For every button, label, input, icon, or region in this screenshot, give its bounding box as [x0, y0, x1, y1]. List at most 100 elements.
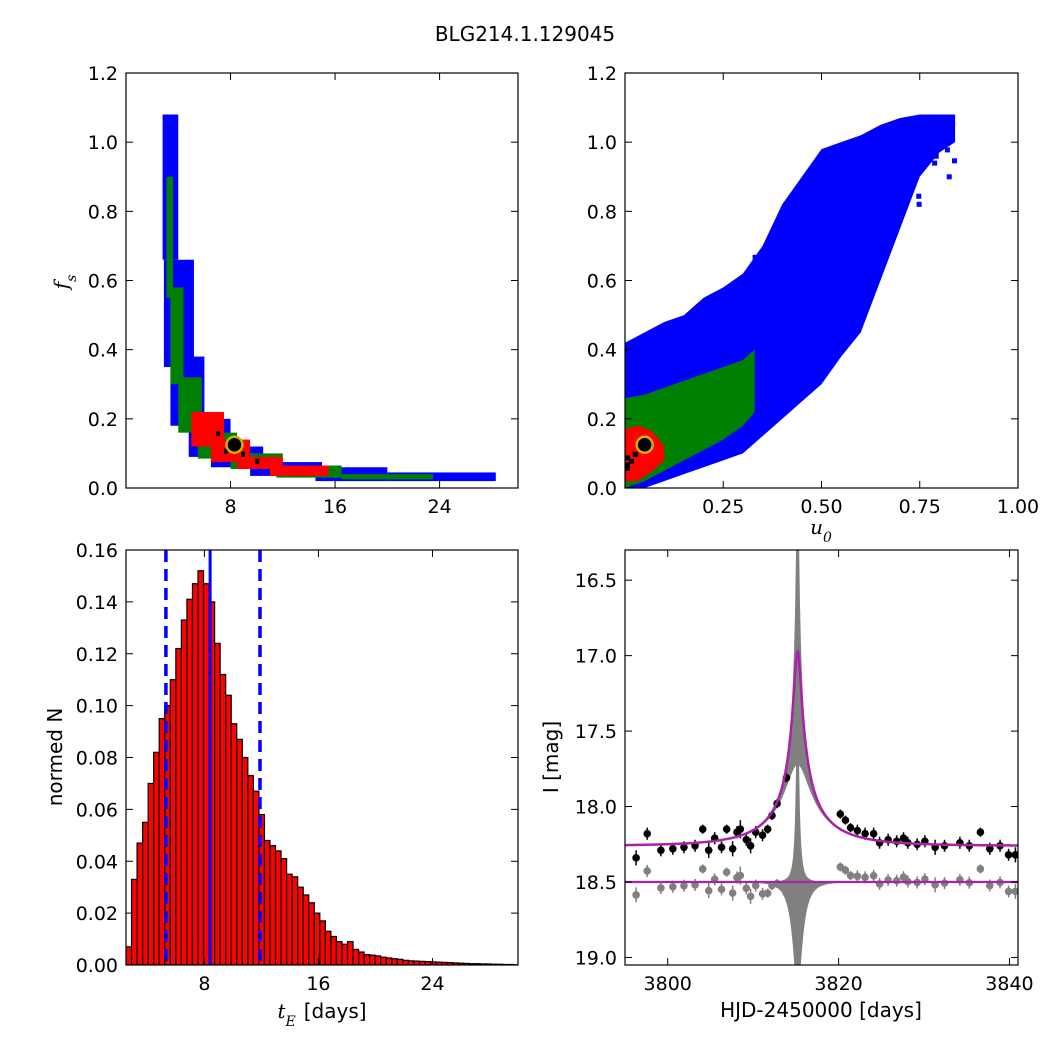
y-tick-label: 0.10 [76, 696, 118, 718]
histogram-bar [169, 679, 177, 965]
figure-title: BLG214.1.129045 [435, 22, 615, 46]
data-point [657, 846, 665, 855]
x-tick-label: 16 [323, 496, 347, 518]
data-point [976, 828, 985, 836]
y-tick-label: 0.8 [88, 201, 118, 223]
y-tick-label: 0.2 [587, 409, 617, 431]
histogram-bar [175, 647, 182, 965]
best-fit-point [225, 435, 244, 455]
blue-cell [756, 272, 762, 278]
data-point [1004, 851, 1013, 859]
histogram-bar [269, 845, 277, 965]
blue-cell [946, 174, 952, 180]
blue-cell [867, 168, 873, 174]
blue-cell [786, 289, 792, 295]
blue-cell [951, 158, 957, 164]
data-point [736, 825, 745, 833]
residual-point [846, 871, 855, 880]
blue-cell [905, 149, 911, 155]
data-point [869, 829, 878, 838]
histogram-bar [302, 894, 310, 965]
residual-point [742, 884, 751, 893]
x-tick-label: 1.00 [997, 496, 1039, 518]
blue-cell [933, 153, 939, 159]
black-cell [625, 462, 630, 468]
x-tick-label: 8 [224, 496, 236, 518]
histogram-bar [297, 886, 304, 965]
blue-cell [941, 143, 947, 149]
y-tick-label: 0.2 [88, 409, 118, 431]
panel-lightcurve: 3800 3820 3840 16.5 17.0 17.5 18.0 18.5 19.0 I [… [539, 549, 1034, 1022]
blue-cell [866, 194, 872, 200]
plot-frame [624, 549, 1019, 966]
blue-cell [784, 260, 790, 266]
black-cell [625, 465, 630, 471]
blue-cell [872, 174, 878, 180]
data-point [846, 823, 855, 832]
blue-cell [889, 217, 895, 223]
y-tick-label: 1.2 [88, 63, 118, 85]
residual-point [1004, 887, 1013, 896]
blue-cell [902, 204, 908, 210]
black-cell [625, 455, 630, 461]
data-point [632, 854, 640, 862]
histogram-bar [247, 775, 254, 965]
residual-point [704, 886, 713, 895]
x-tick-label: 24 [420, 973, 444, 995]
blue-cell [840, 225, 846, 231]
residual-point [722, 868, 731, 876]
histogram-bars [126, 570, 518, 965]
residual-point [657, 884, 665, 892]
histogram-bar [391, 958, 398, 965]
histogram-bar [313, 912, 321, 965]
histogram-bar [136, 842, 144, 965]
histogram-bar [180, 619, 188, 965]
blue-cell [789, 278, 795, 284]
best-fit-point [635, 435, 654, 455]
blue-cell [763, 300, 769, 306]
histogram-bar [369, 954, 376, 965]
data-point [746, 841, 755, 850]
residual-point [853, 872, 862, 881]
blue-cell [823, 218, 829, 224]
histogram-bar [280, 858, 288, 965]
blue-cell [854, 185, 860, 191]
y-tick-label: 17.5 [575, 721, 617, 743]
y-tick-label: 1.0 [88, 132, 118, 154]
black-region [216, 430, 221, 437]
data-point [836, 810, 845, 818]
y-tick-label: 0.06 [76, 799, 118, 821]
median-and-bounds [164, 550, 262, 965]
y-tick-label: 0.16 [76, 540, 118, 562]
data-point [986, 845, 994, 853]
y-tick-label: 19.0 [575, 947, 617, 969]
x-tick-label: 8 [198, 973, 210, 995]
blue-cell [867, 172, 873, 178]
residual-point [976, 865, 985, 873]
blue-cell [851, 188, 857, 194]
y-tick-label: 0.6 [88, 271, 118, 293]
fs-u0-heatmap [625, 114, 957, 488]
blue-cell [770, 242, 776, 248]
y-tick-label: 0.4 [88, 340, 118, 362]
x-tick-label: 0.50 [800, 496, 842, 518]
histogram-bar [197, 570, 205, 965]
histogram-bar [291, 876, 299, 965]
y-tick-label: 0.14 [76, 592, 118, 614]
blue-cell [764, 280, 770, 286]
data-point [680, 843, 688, 852]
histogram-bar [147, 782, 155, 965]
residual-point [717, 885, 726, 894]
y-tick-label: 1.0 [587, 132, 617, 154]
histogram-bar [214, 642, 221, 965]
blue-cell [878, 196, 884, 202]
fs-tE-heatmap [162, 114, 496, 482]
residual-point [869, 871, 878, 880]
green-region [341, 474, 434, 480]
histogram-bar [186, 598, 194, 965]
model-envelope [625, 550, 1018, 846]
panel-fs-vs-tE: 8 16 24 0.0 0.2 0.4 0.6 0.8 1.0 1.2 fs [49, 63, 519, 518]
data-point [1011, 851, 1018, 859]
residual-point [940, 879, 949, 887]
